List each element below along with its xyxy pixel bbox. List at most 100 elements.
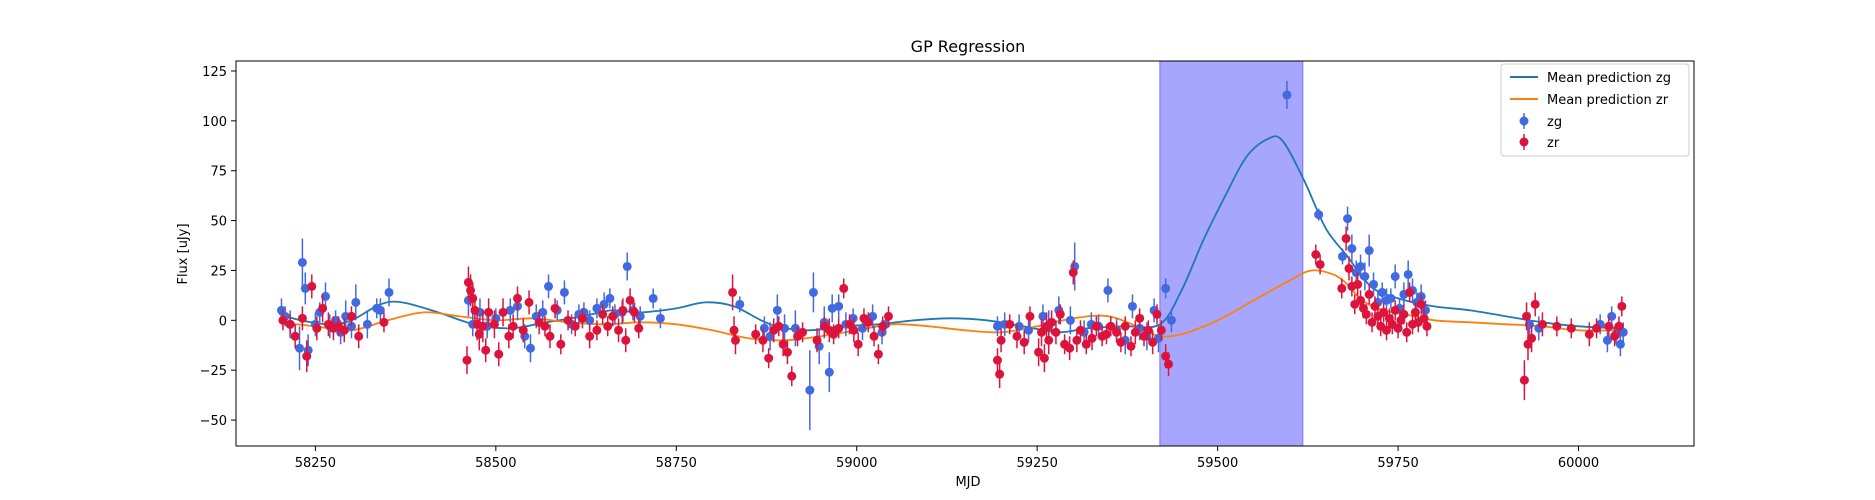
marker (494, 349, 504, 359)
marker (787, 371, 797, 381)
legend-label-zr-line: Mean prediction zr (1547, 93, 1669, 108)
marker (735, 299, 745, 309)
marker (466, 285, 476, 295)
data-point-zr (312, 316, 322, 341)
marker (1367, 317, 1377, 327)
marker (1166, 315, 1176, 325)
data-point-zg (605, 288, 615, 309)
marker (518, 325, 528, 335)
marker (1405, 287, 1415, 297)
marker (1390, 305, 1400, 315)
marker (1025, 311, 1035, 321)
data-point-zr (1337, 278, 1347, 299)
marker (312, 323, 322, 333)
y-tick-label: 100 (202, 115, 227, 130)
marker (1347, 244, 1357, 254)
marker (778, 339, 788, 349)
data-point-zg (297, 238, 307, 287)
data-point-zr (1353, 272, 1363, 297)
data-point-zr (498, 298, 508, 327)
data-point-zr (625, 288, 635, 313)
data-point-zg (1364, 234, 1374, 267)
marker (1130, 327, 1140, 337)
marker (346, 311, 356, 321)
data-point-zg (834, 294, 844, 319)
marker (1112, 327, 1122, 337)
marker (1103, 285, 1113, 295)
data-point-zr (1075, 320, 1085, 341)
data-point-zg (362, 310, 372, 339)
data-point-zg (772, 294, 782, 327)
marker (1361, 309, 1371, 319)
marker (869, 331, 879, 341)
data-point-zr (1592, 318, 1602, 339)
data-point-zr (1106, 316, 1116, 337)
legend-label-zg-points: zg (1547, 115, 1562, 130)
data-point-zr (1120, 316, 1130, 337)
marker (798, 327, 808, 337)
data-point-zr (339, 318, 349, 343)
marker (824, 367, 834, 377)
marker (544, 281, 554, 291)
data-point-zr (577, 308, 587, 329)
data-point-zr (614, 318, 624, 343)
marker (751, 329, 761, 339)
marker (839, 283, 849, 293)
marker (728, 287, 738, 297)
x-tick-label: 59750 (1377, 456, 1418, 471)
marker (1402, 327, 1412, 337)
data-point-zr (379, 312, 389, 333)
marker (605, 293, 615, 303)
marker (996, 335, 1006, 345)
data-point-zr (1034, 338, 1044, 367)
data-points (276, 80, 1628, 431)
y-tick-label: 50 (210, 215, 227, 230)
data-point-zg (824, 352, 834, 393)
data-point-zg (351, 284, 361, 321)
marker (883, 311, 893, 321)
marker (1282, 90, 1292, 100)
data-point-zr (758, 328, 768, 353)
data-point-zr (1315, 254, 1325, 275)
series-zr (278, 226, 1627, 401)
marker (290, 331, 300, 341)
marker (1091, 321, 1101, 331)
data-point-zg (1103, 278, 1113, 303)
data-point-zr (1005, 314, 1015, 335)
data-point-zr (585, 324, 595, 349)
legend-swatch-zr-points (1519, 134, 1529, 150)
marker (772, 305, 782, 315)
marker (1602, 335, 1612, 345)
x-tick-label: 58250 (295, 456, 336, 471)
data-point-zr (618, 298, 628, 323)
data-point-zr (1101, 324, 1111, 345)
marker (774, 321, 784, 331)
marker (829, 329, 839, 339)
marker (307, 281, 317, 291)
marker (525, 343, 535, 353)
data-point-zg (735, 296, 745, 313)
data-point-zr (462, 346, 472, 375)
data-point-zr (1552, 316, 1562, 337)
marker (878, 321, 888, 331)
data-point-zr (354, 324, 364, 349)
legend-box (1500, 63, 1690, 157)
marker (1386, 293, 1396, 303)
data-point-zr (829, 324, 839, 345)
data-point-zr (1566, 318, 1576, 339)
marker (1161, 283, 1171, 293)
marker (1530, 299, 1540, 309)
marker (1403, 269, 1413, 279)
marker (1379, 307, 1389, 317)
marker (1044, 335, 1054, 345)
marker (1148, 337, 1158, 347)
marker (863, 317, 873, 327)
marker (1552, 321, 1562, 331)
plot-area (235, 60, 1695, 447)
data-point-zr (863, 312, 873, 333)
data-point-zg (805, 350, 815, 431)
y-axis: −50 −25 0 25 50 75 100 125 (200, 65, 236, 429)
data-point-zg (648, 288, 658, 309)
marker (618, 305, 628, 315)
data-point-zg (1166, 308, 1176, 333)
